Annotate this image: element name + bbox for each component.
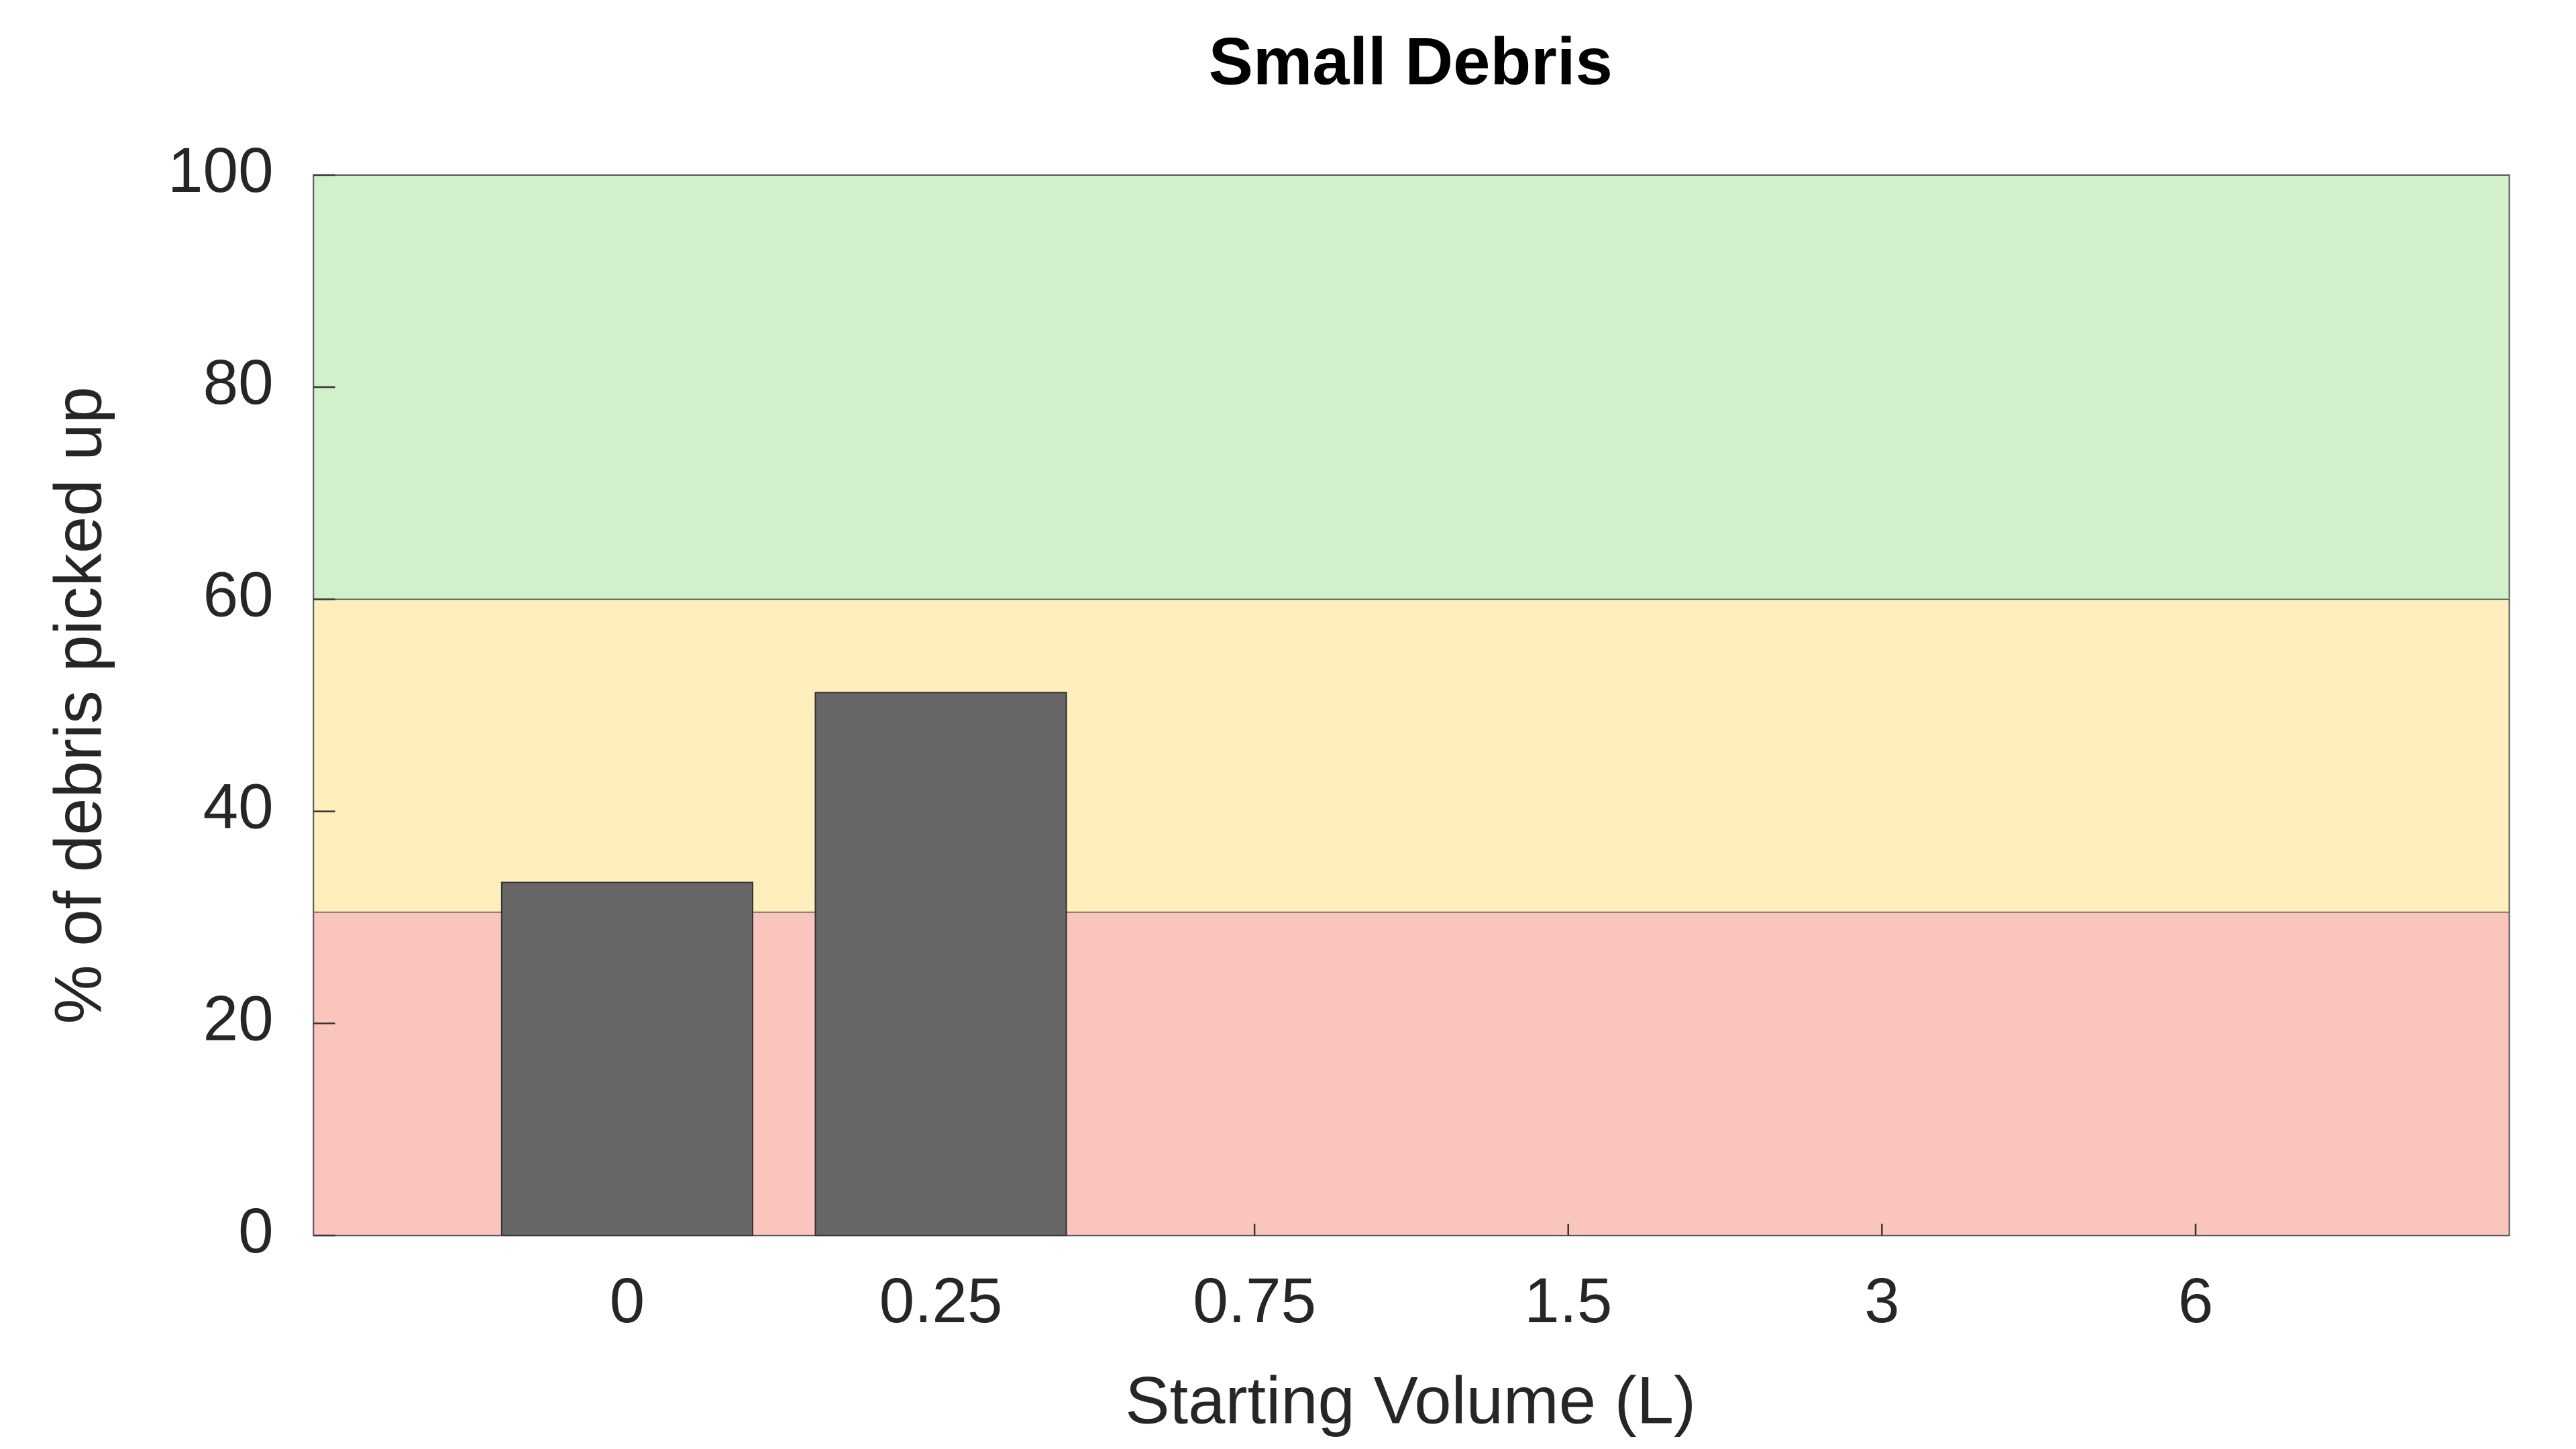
- bar: [814, 692, 1067, 1236]
- x-tick-label: 1.5: [1524, 1265, 1612, 1336]
- x-tick-label: 0: [610, 1265, 645, 1336]
- y-tick-label: 40: [203, 771, 274, 842]
- x-tick-label: 0.75: [1193, 1265, 1316, 1336]
- chart-title: Small Debris: [1209, 25, 1613, 99]
- y-tick-label: 80: [203, 347, 274, 418]
- bar: [500, 881, 753, 1236]
- y-tick-label: 100: [168, 135, 274, 206]
- background-band: [313, 598, 2510, 913]
- x-tick-label: 0.25: [879, 1265, 1003, 1336]
- y-tick-label: 0: [238, 1195, 274, 1267]
- y-tick-label: 60: [203, 559, 274, 630]
- y-axis-label: % of debris picked up: [42, 386, 116, 1024]
- x-tick-label: 6: [2178, 1265, 2214, 1336]
- x-axis-label: Starting Volume (L): [1125, 1364, 1696, 1438]
- plot-frame: [313, 174, 2510, 1236]
- background-band: [313, 174, 2510, 600]
- x-tick-label: 3: [1864, 1265, 1900, 1336]
- y-tick-label: 20: [203, 983, 274, 1055]
